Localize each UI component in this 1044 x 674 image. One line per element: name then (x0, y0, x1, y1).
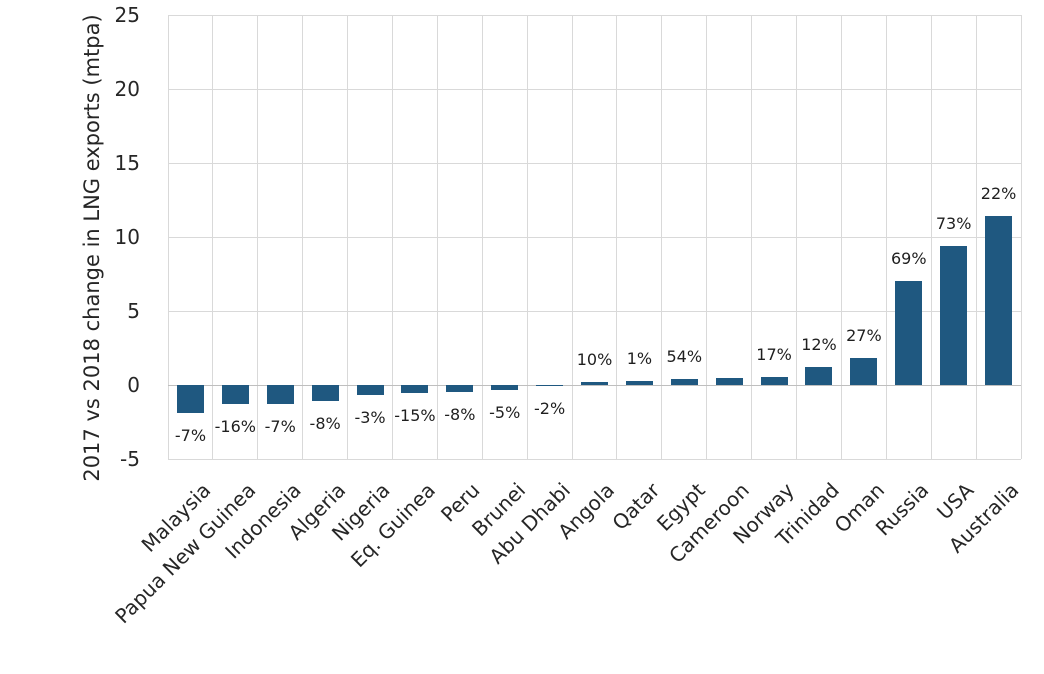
bar-qatar (625, 380, 653, 385)
bar-brunei (491, 385, 519, 391)
data-label-brunei: -5% (489, 403, 521, 423)
v-gridline (391, 15, 393, 459)
v-gridline (930, 15, 932, 459)
v-gridline (975, 15, 977, 459)
data-label-angola: 10% (576, 350, 613, 370)
v-gridline (796, 15, 798, 459)
y-tick-label-20: 20 (114, 77, 140, 101)
data-label-abu-dhabi: -2% (534, 399, 566, 419)
v-gridline (885, 15, 887, 459)
h-gridline-15 (168, 162, 1021, 164)
y-tick-label--5: -5 (120, 447, 140, 471)
v-gridline (212, 15, 214, 459)
bar-oman (850, 358, 878, 385)
h-gridline-20 (168, 88, 1021, 90)
bar-algeria (311, 385, 339, 401)
bar-norway (760, 376, 788, 385)
bar-cameroon (715, 378, 743, 385)
bar-angola (581, 382, 608, 385)
data-label-malaysia: -7% (174, 426, 207, 446)
data-label-russia: 69% (890, 249, 927, 269)
data-label-eq-guinea: -15% (394, 406, 436, 426)
data-label-indonesia: -7% (264, 417, 296, 437)
v-gridline (526, 15, 528, 459)
bar-trinidad (805, 366, 833, 385)
bar-egypt (670, 379, 698, 385)
bar-peru (446, 385, 474, 392)
data-label-oman: 27% (846, 326, 882, 346)
v-gridline (840, 15, 842, 459)
bar-eq-guinea (401, 385, 429, 394)
bar-papua-new-guinea (221, 385, 249, 405)
v-gridline (751, 15, 753, 459)
bar-indonesia (266, 385, 294, 405)
bar-australia (985, 216, 1013, 385)
h-gridline-10 (168, 236, 1021, 238)
v-gridline (347, 15, 349, 459)
bar-abu-dhabi (536, 385, 564, 387)
v-gridline (167, 15, 169, 459)
h-gridline--5 (168, 458, 1021, 460)
data-label-trinidad: 12% (801, 334, 837, 354)
h-gridline-5 (168, 310, 1021, 312)
v-gridline (616, 15, 618, 459)
y-tick-label-0: 0 (127, 373, 140, 397)
v-gridline (661, 15, 663, 459)
v-gridline (436, 15, 438, 459)
v-gridline (571, 15, 573, 459)
data-label-peru: -8% (444, 404, 476, 424)
bar-nigeria (356, 385, 384, 395)
h-gridline-25 (168, 14, 1021, 16)
v-gridline (481, 15, 483, 459)
v-gridline (302, 15, 304, 459)
v-gridline (706, 15, 708, 459)
bar-usa (940, 245, 968, 385)
data-label-nigeria: -3% (354, 407, 386, 427)
x-label-text-qatar: Qatar (607, 478, 665, 535)
bar-russia (895, 281, 923, 385)
data-label-egypt: 54% (666, 347, 703, 367)
data-label-norway: 17% (756, 344, 792, 364)
data-label-papua-new-guinea: -16% (214, 417, 256, 437)
v-gridline (1020, 15, 1022, 459)
y-tick-label-25: 25 (114, 3, 140, 27)
y-tick-label-15: 15 (114, 151, 140, 175)
y-tick-label-10: 10 (114, 225, 140, 249)
data-label-algeria: -8% (309, 413, 341, 433)
bar-malaysia (176, 385, 204, 414)
x-axis-line (168, 384, 1021, 386)
data-label-australia: 22% (980, 184, 1017, 204)
y-tick-label-5: 5 (127, 299, 140, 323)
data-label-qatar: 1% (626, 348, 653, 368)
data-label-usa: 73% (935, 213, 972, 233)
v-gridline (257, 15, 259, 459)
